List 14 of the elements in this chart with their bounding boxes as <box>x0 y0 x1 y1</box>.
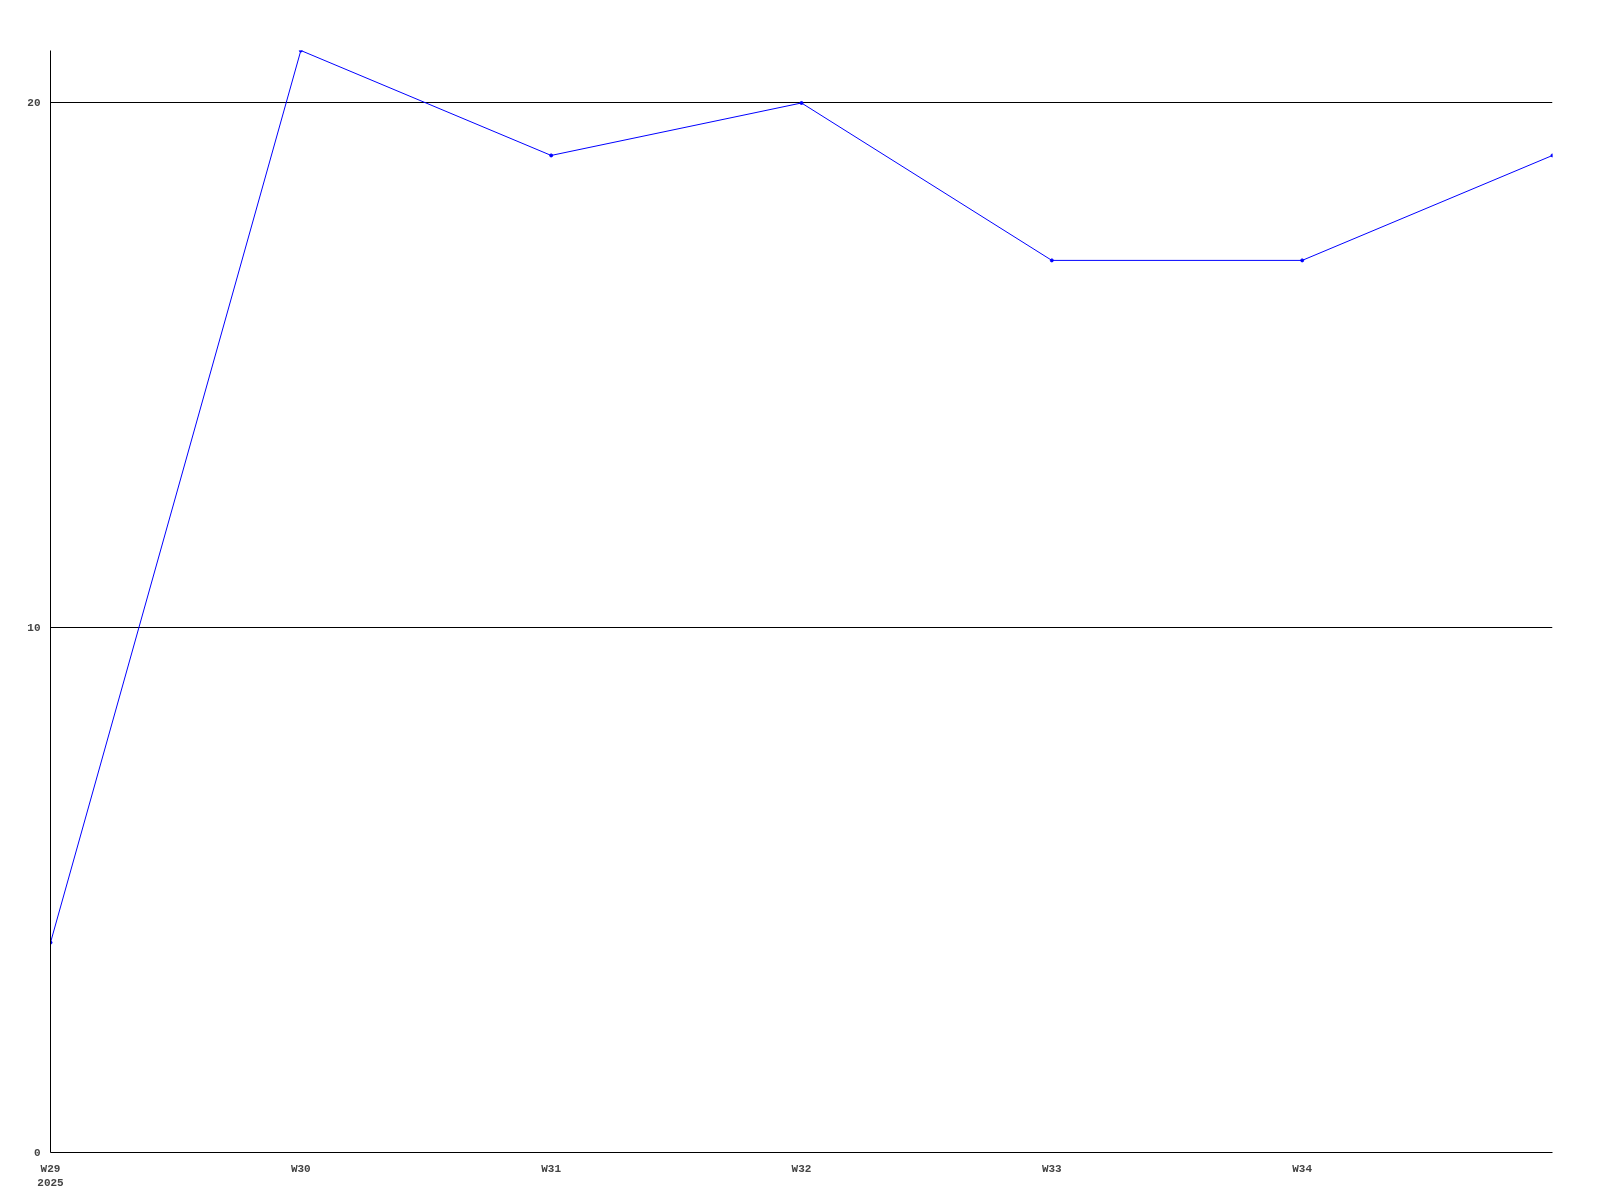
x-tick-label: W34 <box>1292 1162 1313 1175</box>
point <box>1049 258 1054 263</box>
x-tick-label: W30 <box>290 1162 311 1175</box>
y-tick-label: 10 <box>27 622 41 635</box>
y-tick-label: 0 <box>33 1147 41 1159</box>
y-tick-label: 20 <box>27 97 41 110</box>
point <box>1300 258 1305 263</box>
x-tick-label: W33 <box>1041 1162 1063 1175</box>
point <box>298 50 303 53</box>
x-tick-label: W32 <box>791 1162 812 1175</box>
x-tick-label: W31 <box>541 1162 562 1175</box>
x-tick-label: W29 2025 <box>37 1162 65 1189</box>
point <box>799 100 804 105</box>
point <box>549 153 554 158</box>
